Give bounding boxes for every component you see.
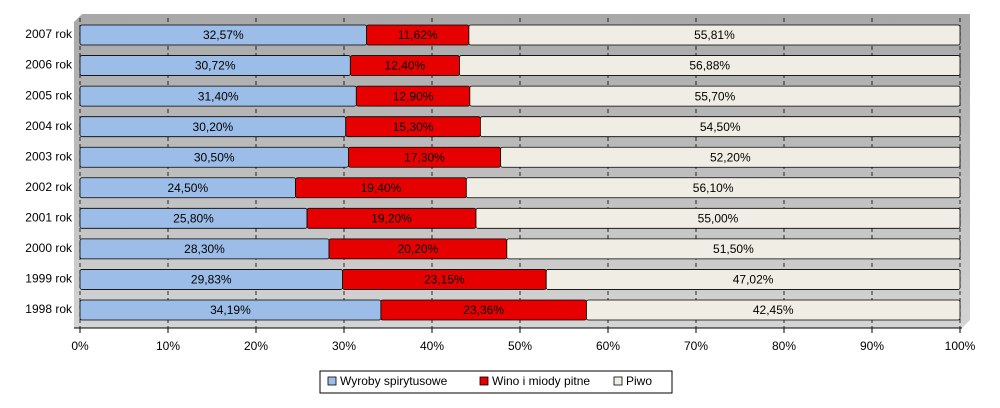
y-tick-label: 2003 rok [25,149,73,163]
y-tick-label: 2002 rok [25,180,73,194]
value-label: 20,20% [398,242,439,256]
x-tick-label: 90% [860,339,884,353]
value-label: 17,30% [404,150,445,164]
bar-segment [500,146,961,168]
x-tick-label: 80% [772,339,796,353]
x-tick-label: 40% [420,339,444,353]
value-label: 23,15% [424,273,465,287]
y-tick-label: 2004 rok [25,119,73,133]
value-label: 55,70% [695,89,736,103]
value-label: 56,10% [693,181,734,195]
value-label: 15,30% [393,120,434,134]
x-tick-label: 100% [945,339,976,353]
value-label: 25,80% [173,212,214,226]
bar-segment [545,269,961,290]
value-label: 52,20% [710,150,751,164]
bar-segment [469,85,961,107]
y-tick-label: 2007 rok [25,27,73,41]
legend-swatch [479,376,489,386]
value-label: 55,00% [698,212,739,226]
x-tick-label: 50% [508,339,532,353]
legend-label: Wyroby spirytusowe [340,374,448,388]
bar-segment [475,207,961,229]
value-label: 19,20% [371,212,412,226]
value-label: 30,20% [193,120,234,134]
value-label: 12,40% [385,59,426,73]
value-label: 29,83% [191,273,232,287]
value-label: 24,50% [167,181,208,195]
value-label: 23,36% [463,303,504,317]
legend-label: Piwo [626,374,652,388]
value-label: 54,50% [700,120,741,134]
y-tick-label: 2000 rok [25,241,73,255]
bar-segment [479,116,961,138]
y-tick-label: 1998 rok [25,302,73,316]
value-label: 51,50% [713,242,754,256]
y-tick-label: 2005 rok [25,88,73,102]
value-label: 31,40% [198,89,239,103]
value-label: 32,57% [203,28,244,42]
y-tick-label: 2001 rok [25,211,73,225]
bar-segment [459,55,961,76]
value-label: 42,45% [753,303,794,317]
bar-segment [586,299,961,321]
y-tick-label: 1999 rok [25,272,73,286]
x-tick-label: 60% [596,339,620,353]
value-label: 30,50% [194,150,235,164]
bar-segment [468,24,961,46]
x-tick-label: 10% [156,339,180,353]
bar-segment [465,177,961,199]
value-label: 56,88% [689,59,730,73]
legend [319,370,673,394]
x-tick-label: 0% [71,339,89,353]
x-tick-label: 70% [684,339,708,353]
value-label: 55,81% [694,28,735,42]
value-label: 19,40% [361,181,402,195]
value-label: 12,90% [393,89,434,103]
x-tick-label: 30% [332,339,356,353]
y-tick-label: 2006 rok [25,58,73,72]
value-label: 34,19% [210,303,251,317]
legend-label: Wino i miody pitne [492,374,590,388]
legend-swatch [327,376,337,386]
value-label: 30,72% [195,59,236,73]
value-label: 28,30% [184,242,225,256]
value-label: 11,62% [398,28,438,42]
value-label: 47,02% [733,273,774,287]
bar-segment [506,238,961,260]
legend-swatch [613,376,623,386]
x-tick-label: 20% [244,339,268,353]
